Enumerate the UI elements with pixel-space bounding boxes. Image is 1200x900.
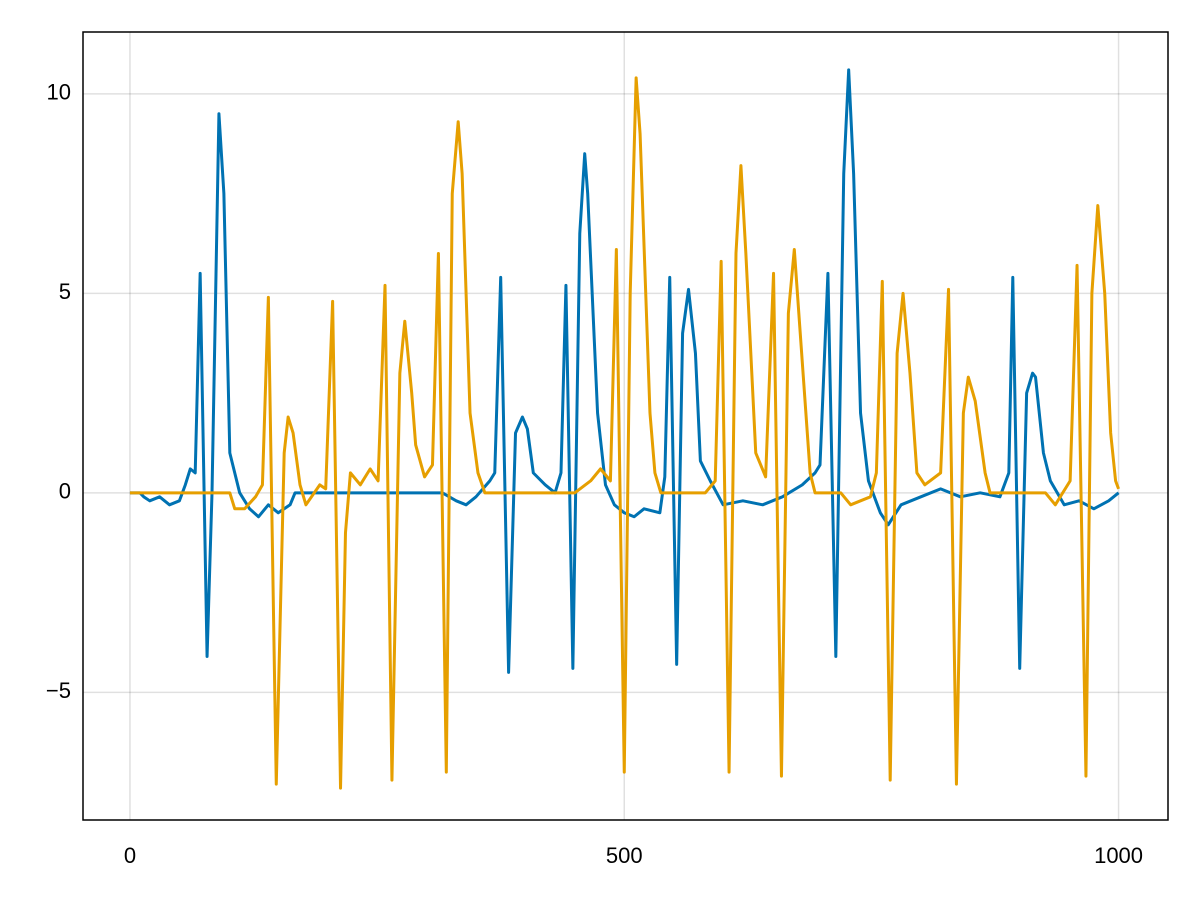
plot bbox=[129, 68, 1120, 790]
x-tick-label: 0 bbox=[124, 843, 136, 868]
series-line bbox=[129, 68, 1120, 674]
plot-frame bbox=[82, 31, 1169, 821]
series-line bbox=[129, 76, 1120, 790]
x-tick-label: 1000 bbox=[1094, 843, 1143, 868]
y-tick-label: −5 bbox=[46, 678, 71, 703]
y-tick-label: 5 bbox=[59, 279, 71, 304]
y-tick-label: 10 bbox=[47, 80, 71, 105]
grid bbox=[83, 32, 1168, 820]
x-tick-label: 500 bbox=[606, 843, 643, 868]
y-tick-label: 0 bbox=[59, 479, 71, 504]
tick-labels: 0 500 1000 −5 0 5 10 bbox=[46, 80, 1143, 868]
